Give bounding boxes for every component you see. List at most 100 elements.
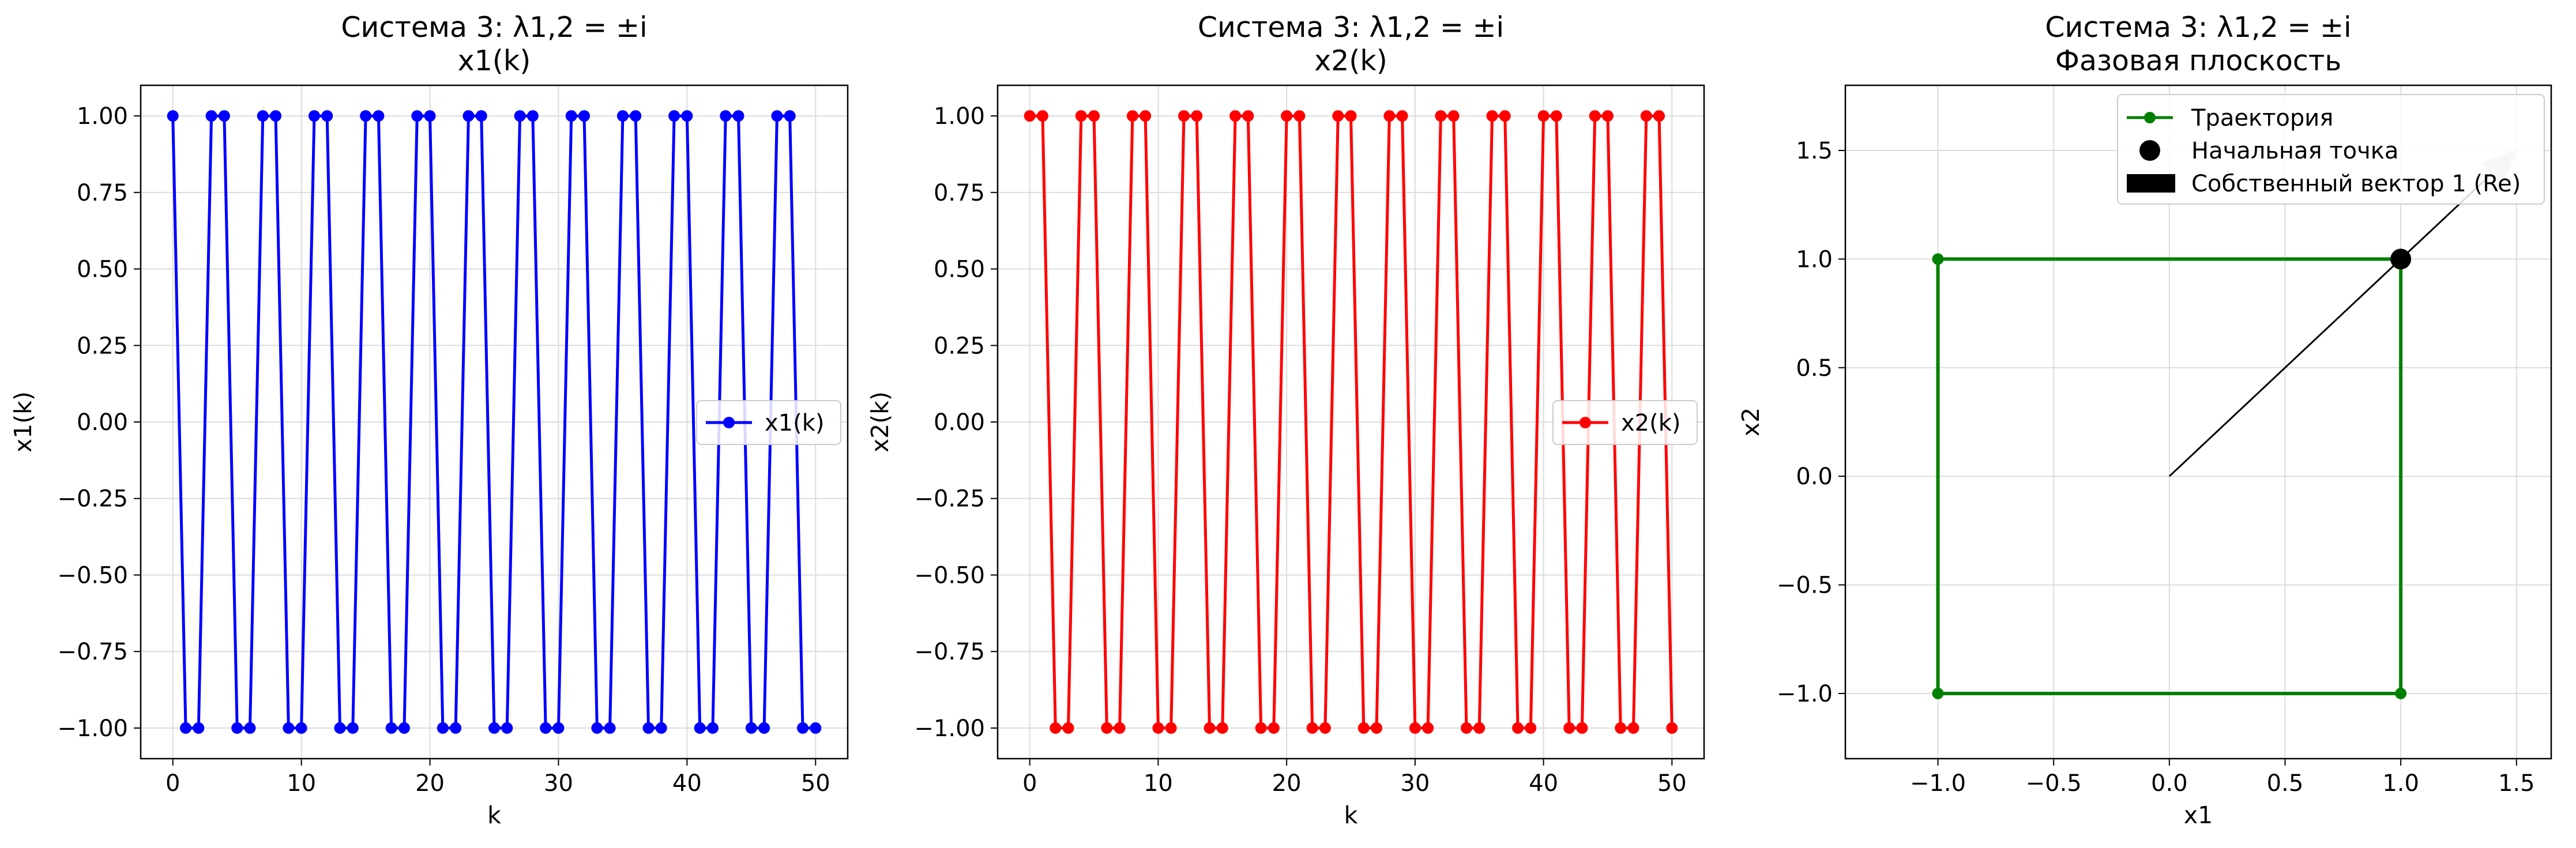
start-point <box>2390 248 2412 270</box>
data-point <box>1371 722 1383 734</box>
data-point <box>347 722 359 734</box>
x-tick-label: 10 <box>1144 770 1173 797</box>
y-tick-label: −0.25 <box>57 486 128 512</box>
data-point <box>514 110 526 122</box>
data-point <box>706 722 719 734</box>
axes-frame <box>140 84 849 760</box>
legend-label: Начальная точка <box>2191 138 2398 164</box>
data-point <box>1473 722 1486 734</box>
data-point <box>1666 722 1678 734</box>
data-point <box>244 722 256 734</box>
data-point <box>1165 722 1177 734</box>
x-tick-label: 1.0 <box>2382 770 2419 797</box>
legend-marker <box>723 417 735 428</box>
plot-area <box>167 110 822 734</box>
data-point <box>732 110 744 122</box>
data-point <box>1332 110 1344 122</box>
x-axis-label: x1 <box>2184 801 2213 829</box>
data-point <box>1216 722 1228 734</box>
data-point <box>540 722 552 734</box>
trajectory-point <box>1932 253 1944 265</box>
data-point <box>475 110 487 122</box>
data-point <box>591 722 603 734</box>
data-point <box>1589 110 1601 122</box>
data-point <box>1447 110 1460 122</box>
data-point <box>1563 722 1575 734</box>
x-tick-label: 30 <box>544 770 573 797</box>
y-tick-label: 1.00 <box>934 103 985 130</box>
data-point <box>552 722 565 734</box>
data-point <box>308 110 320 122</box>
x-tick-label: 40 <box>672 770 702 797</box>
data-point <box>295 722 307 734</box>
data-point <box>1499 110 1511 122</box>
data-point <box>745 722 757 734</box>
legend-label: Траектория <box>2191 105 2333 131</box>
data-point <box>411 110 423 122</box>
data-point <box>1422 722 1434 734</box>
data-point <box>1191 110 1203 122</box>
chart-title: Система 3: λ1,2 = ±i <box>341 11 647 44</box>
data-point <box>1062 722 1074 734</box>
x-tick-label: 0.0 <box>2151 770 2188 797</box>
x-axis-label: k <box>1344 801 1358 829</box>
y-tick-label: 1.00 <box>77 103 128 130</box>
data-point <box>1383 110 1396 122</box>
y-tick-label: −0.50 <box>57 562 128 589</box>
y-tick-label: 0.75 <box>77 180 128 206</box>
data-point <box>450 722 462 734</box>
data-point <box>1396 110 1408 122</box>
data-point <box>630 110 642 122</box>
x-tick-label: 20 <box>415 770 445 797</box>
x-tick-label: 50 <box>1657 770 1687 797</box>
chart-subtitle: Фазовая плоскость <box>2055 44 2341 77</box>
chart-3: −1.0 −0.5 0.0 0.5 1.0 1.5 −1.0 −0.5 0.0 0.5 1.0 1.5… <box>1737 11 2552 829</box>
eigenvector-shaft <box>2168 172 2493 477</box>
data-point <box>1152 722 1164 734</box>
data-point <box>398 722 410 734</box>
data-point <box>270 110 282 122</box>
data-point <box>321 110 333 122</box>
data-point <box>283 722 295 734</box>
legend-marker <box>2127 174 2175 193</box>
data-point <box>565 110 577 122</box>
data-point <box>437 722 449 734</box>
data-point <box>1435 110 1447 122</box>
data-point <box>180 722 192 734</box>
plot-area <box>1024 110 1678 734</box>
y-tick-label: 0.75 <box>934 180 985 206</box>
data-point <box>167 110 179 122</box>
y-tick-label: 0.00 <box>77 409 128 436</box>
data-point <box>424 110 436 122</box>
data-point <box>604 722 616 734</box>
data-point <box>616 110 629 122</box>
data-point <box>1101 722 1113 734</box>
data-point <box>758 722 770 734</box>
data-point <box>1486 110 1498 122</box>
data-point <box>385 722 397 734</box>
y-tick-label: −0.50 <box>914 562 985 589</box>
data-point <box>193 722 205 734</box>
data-point <box>1088 110 1100 122</box>
data-point <box>1640 110 1652 122</box>
data-point <box>1050 722 1062 734</box>
y-tick-label: 0.25 <box>77 333 128 359</box>
y-tick-label: 0.25 <box>934 333 985 359</box>
legend-marker <box>1580 417 1591 428</box>
data-point <box>1345 110 1357 122</box>
data-point <box>1178 110 1190 122</box>
y-tick-label: −0.75 <box>914 639 985 665</box>
x-tick-label: 0 <box>1022 770 1037 797</box>
y-tick-label: −0.75 <box>57 639 128 665</box>
y-tick-label: 0.0 <box>1796 463 1833 490</box>
x-tick-label: 30 <box>1400 770 1430 797</box>
data-point <box>1601 110 1614 122</box>
x-tick-label: 0.5 <box>2267 770 2304 797</box>
data-point <box>1357 722 1370 734</box>
y-tick-label: 0.5 <box>1796 355 1833 382</box>
y-tick-label: 1.0 <box>1796 246 1833 273</box>
legend-marker <box>2144 112 2156 123</box>
x-tick-label: 1.5 <box>2498 770 2535 797</box>
y-axis-label: x1(k) <box>9 391 37 453</box>
